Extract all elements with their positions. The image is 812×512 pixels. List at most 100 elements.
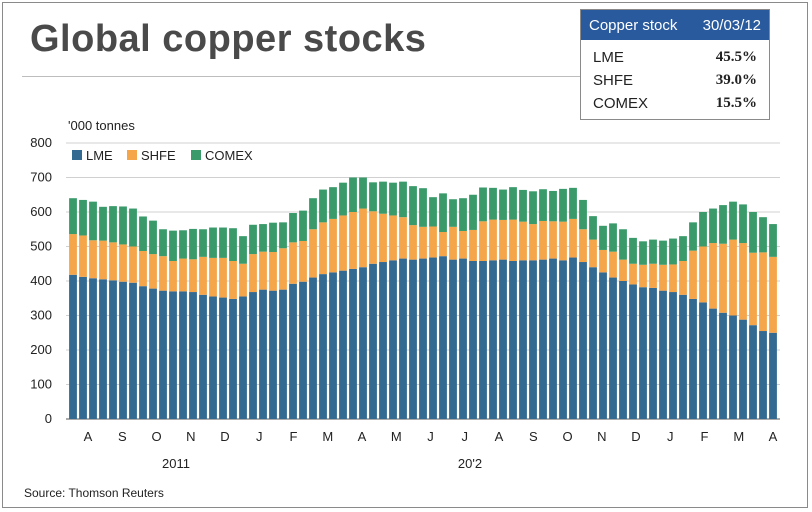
bar-comex xyxy=(389,182,397,216)
bar-comex xyxy=(219,227,227,258)
bar-lme xyxy=(249,292,257,419)
bar-shfe xyxy=(599,249,607,273)
bar-comex xyxy=(729,201,737,240)
bar-lme xyxy=(689,298,697,419)
bar-shfe xyxy=(499,219,507,260)
bar-comex xyxy=(349,177,357,212)
bar-shfe xyxy=(69,234,77,275)
bar-comex xyxy=(359,177,367,209)
bar-lme xyxy=(69,274,77,419)
bar-lme xyxy=(449,259,457,419)
bar-comex xyxy=(769,224,777,257)
bar-shfe xyxy=(349,212,357,269)
bar-shfe xyxy=(99,240,107,280)
bar-lme xyxy=(79,276,87,419)
bar-shfe xyxy=(239,263,247,297)
bar-shfe xyxy=(109,242,117,281)
legend: LME SHFE COMEX xyxy=(72,148,253,163)
x-tick-label: M xyxy=(322,429,333,444)
bar-shfe xyxy=(429,226,437,258)
legend-swatch-lme xyxy=(72,150,82,160)
bar-shfe xyxy=(739,243,747,320)
bar-comex xyxy=(489,187,497,220)
bar-comex xyxy=(559,188,567,222)
bar-lme xyxy=(579,262,587,419)
bar-comex xyxy=(279,222,287,249)
bar-shfe xyxy=(89,240,97,279)
bar-lme xyxy=(509,260,517,419)
bar-shfe xyxy=(709,243,717,309)
source-note: Source: Thomson Reuters xyxy=(24,486,164,500)
bar-shfe xyxy=(379,213,387,263)
bar-comex xyxy=(619,229,627,260)
bar-comex xyxy=(709,208,717,244)
bar-lme xyxy=(299,281,307,419)
bar-lme xyxy=(749,325,757,419)
bar-shfe xyxy=(769,256,777,333)
bar-lme xyxy=(229,298,237,419)
bar-comex xyxy=(599,225,607,250)
bar-shfe xyxy=(79,235,87,277)
x-tick-label: A xyxy=(495,429,504,444)
bar-comex xyxy=(189,228,197,260)
legend-swatch-comex xyxy=(191,150,201,160)
bar-shfe xyxy=(369,211,377,264)
bar-shfe xyxy=(219,257,227,298)
bar-lme xyxy=(739,319,747,419)
x-tick-label: J xyxy=(256,429,263,444)
bar-shfe xyxy=(549,221,557,259)
bar-lme xyxy=(599,272,607,420)
bar-lme xyxy=(529,260,537,419)
legend-label: SHFE xyxy=(141,148,176,163)
bar-shfe xyxy=(269,252,277,291)
x-tick-label: M xyxy=(391,429,402,444)
infobox-header: Copper stock 30/03/12 xyxy=(581,10,769,40)
bar-lme xyxy=(759,331,767,419)
x-tick-label: O xyxy=(562,429,572,444)
y-tick-label: 400 xyxy=(30,273,52,288)
infobox-row-shfe: SHFE 39.0% xyxy=(581,69,769,92)
bar-lme xyxy=(369,263,377,419)
bar-shfe xyxy=(559,221,567,261)
infobox-header-date: 30/03/12 xyxy=(702,16,761,34)
bar-lme xyxy=(519,260,527,419)
x-tick-label: O xyxy=(151,429,161,444)
x-tick-label: N xyxy=(186,429,195,444)
bar-comex xyxy=(269,222,277,253)
bar-comex xyxy=(699,212,707,247)
bar-lme xyxy=(589,267,597,419)
bar-shfe xyxy=(759,252,767,332)
bar-comex xyxy=(209,227,217,258)
bar-lme xyxy=(219,297,227,419)
y-tick-label: 700 xyxy=(30,170,52,185)
bar-shfe xyxy=(309,229,317,278)
bar-comex xyxy=(669,238,677,265)
bar-shfe xyxy=(119,244,127,282)
x-tick-label: J xyxy=(667,429,674,444)
x-tick-label: M xyxy=(733,429,744,444)
bar-shfe xyxy=(489,219,497,261)
bar-comex xyxy=(319,189,327,223)
y-tick-label: 200 xyxy=(30,342,52,357)
bar-shfe xyxy=(579,229,587,263)
bar-lme xyxy=(119,281,127,419)
bar-shfe xyxy=(659,264,667,291)
bar-comex xyxy=(749,212,757,253)
bar-lme xyxy=(769,332,777,419)
bar-lme xyxy=(349,268,357,419)
bar-lme xyxy=(339,270,347,419)
legend-swatch-shfe xyxy=(127,150,137,160)
infobox-row-lme: LME 45.5% xyxy=(581,46,769,69)
bar-lme xyxy=(499,259,507,419)
x-tick-label: S xyxy=(118,429,127,444)
bar-lme xyxy=(609,277,617,419)
x-axis: A S O N D J F M A M J J A S O N D J F M A 2011 20'2 xyxy=(84,429,778,471)
infobox-row-value: 45.5% xyxy=(715,49,757,65)
bar-shfe xyxy=(569,218,577,258)
bar-comex xyxy=(509,187,517,220)
bar-comex xyxy=(119,206,127,245)
bar-lme xyxy=(469,260,477,419)
bar-lme xyxy=(209,296,217,419)
y-axis-label: '000 tonnes xyxy=(68,118,135,133)
